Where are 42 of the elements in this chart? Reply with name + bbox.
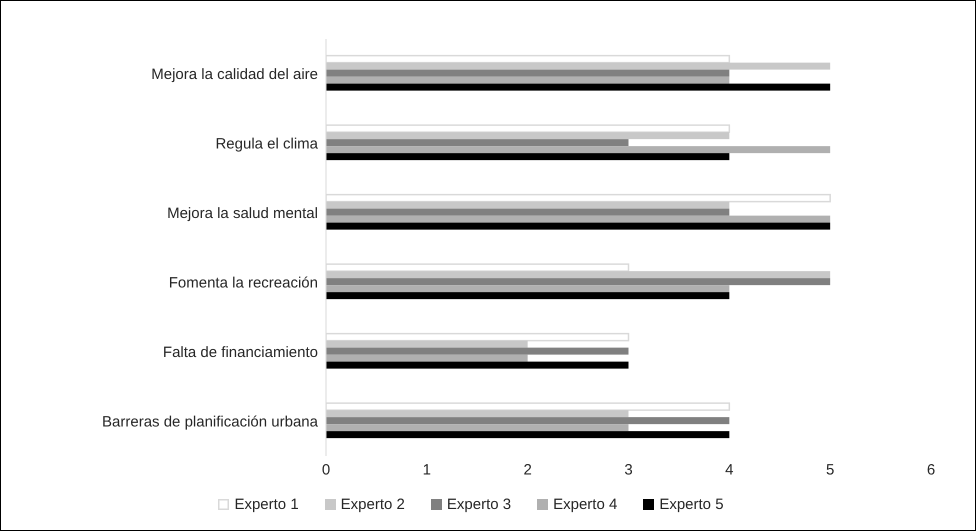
x-tick-label: 6 — [926, 462, 936, 479]
legend-label: Experto 2 — [340, 496, 405, 513]
bar — [326, 362, 628, 369]
bar — [326, 431, 730, 438]
bar — [326, 70, 730, 77]
x-tick-label: 0 — [322, 462, 330, 479]
legend-label: Experto 4 — [553, 496, 618, 513]
bar — [326, 424, 628, 432]
bar — [326, 271, 830, 278]
bar — [326, 84, 830, 91]
y-tick-label: Mejora la salud mental — [167, 205, 318, 222]
bar — [326, 292, 730, 300]
bar — [326, 417, 730, 424]
bar — [326, 410, 628, 418]
bar — [326, 202, 730, 209]
bar — [326, 348, 628, 355]
bar — [326, 146, 830, 154]
legend-label: Experto 3 — [446, 496, 512, 513]
bar — [326, 62, 830, 70]
bar — [326, 153, 730, 160]
y-tick-label: Barreras de planificación urbana — [102, 414, 319, 431]
bar — [326, 340, 528, 348]
legend-label: Experto 5 — [659, 496, 724, 513]
x-tick-label: 2 — [523, 462, 532, 479]
x-tick-label: 4 — [725, 462, 734, 479]
bar — [326, 285, 730, 292]
bar — [326, 76, 730, 84]
x-tick-label: 5 — [826, 462, 834, 479]
bar — [326, 139, 628, 146]
x-tick-label: 1 — [422, 462, 432, 479]
bar — [326, 216, 830, 223]
bar — [326, 132, 730, 140]
bar — [326, 278, 830, 286]
bar — [326, 222, 830, 230]
y-tick-label: Falta de financiamiento — [162, 344, 318, 362]
y-tick-label: Regula el clima — [215, 136, 319, 153]
x-tick-label: 3 — [624, 462, 633, 479]
bar — [326, 208, 730, 216]
bar — [326, 354, 528, 362]
legend-label: Experto 1 — [234, 496, 299, 513]
y-tick-label: Fomenta la recreación — [168, 274, 318, 292]
y-tick-label: Mejora la calidad del aire — [151, 66, 318, 84]
